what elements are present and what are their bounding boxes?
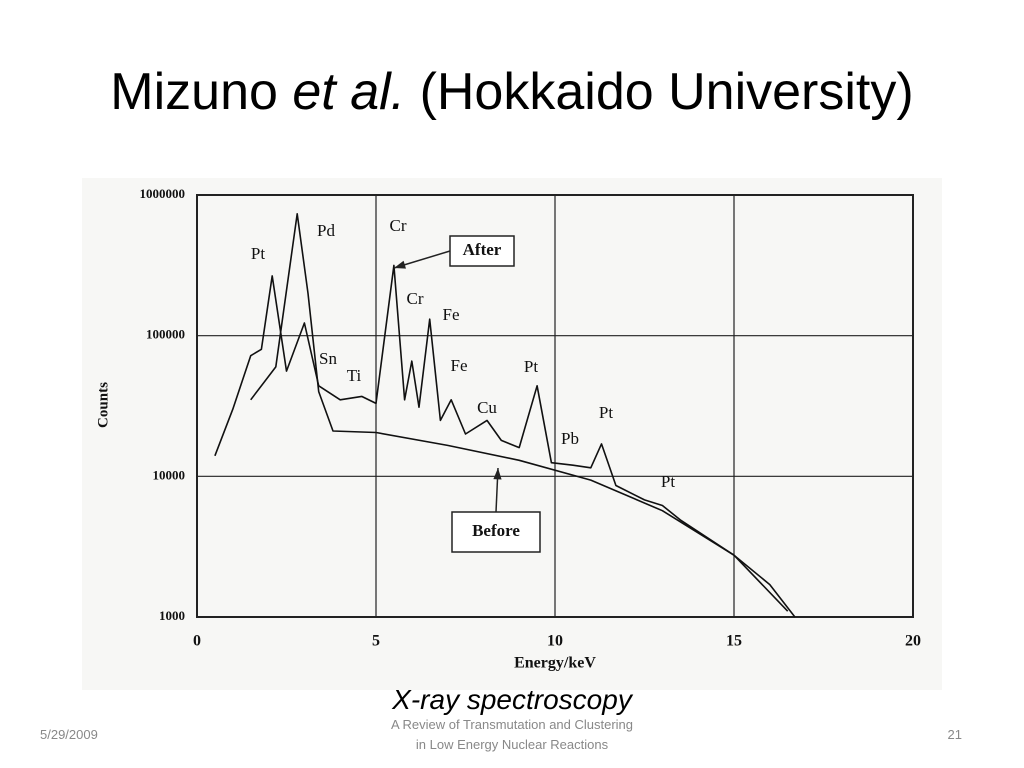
- peak-label: Cr: [407, 289, 424, 308]
- arrow-head: [493, 468, 502, 480]
- x-tick-label: 5: [372, 633, 380, 650]
- y-tick-label: 100000: [146, 327, 185, 342]
- peak-label: Cr: [390, 216, 407, 235]
- caption: X-ray spectroscopy: [392, 684, 632, 715]
- peak-label: Fe: [451, 356, 468, 375]
- footer-line: A Review of Transmutation and Clustering: [390, 717, 634, 732]
- callout-box: [449, 235, 515, 267]
- y-tick-label: 1000: [159, 608, 185, 623]
- peak-label: Pt: [251, 244, 265, 263]
- slide-title: Mizuno et al. (Hokkaido University): [0, 62, 1024, 122]
- title-part: et al.: [292, 63, 406, 121]
- y-tick-label: 1000000: [140, 186, 186, 201]
- x-tick-label: 20: [905, 633, 921, 650]
- peak-label: Pt: [661, 472, 675, 491]
- peak-label: Ti: [347, 366, 362, 385]
- peak-label: Pt: [524, 357, 538, 376]
- legend-label: Before: [472, 521, 520, 540]
- series-line: [214, 264, 796, 618]
- footer-line: in Low Energy Nuclear Reactions: [415, 737, 609, 752]
- peak-label: Cu: [477, 398, 497, 417]
- arrow-head: [394, 260, 406, 269]
- peak-label: Sn: [319, 349, 337, 368]
- peak-label: Pd: [317, 221, 335, 240]
- peak-label: Pb: [561, 429, 579, 448]
- footer-date: 5/29/2009: [40, 727, 98, 742]
- peak-label: Pt: [599, 403, 613, 422]
- x-axis-label: Energy/keV: [514, 655, 596, 672]
- peak-label: Fe: [443, 305, 460, 324]
- title-part: Mizuno: [110, 63, 278, 121]
- y-axis-label: Counts: [95, 382, 111, 428]
- footer-text: A Review of Transmutation and Clustering…: [362, 715, 662, 755]
- legend-label: After: [463, 240, 502, 259]
- y-tick-label: 10000: [153, 467, 186, 482]
- page-number: 21: [947, 727, 962, 742]
- series-line: [250, 213, 789, 612]
- x-tick-label: 15: [726, 633, 742, 650]
- x-tick-label: 10: [547, 633, 563, 650]
- title-part: (Hokkaido University): [419, 63, 914, 121]
- x-tick-label: 0: [193, 633, 201, 650]
